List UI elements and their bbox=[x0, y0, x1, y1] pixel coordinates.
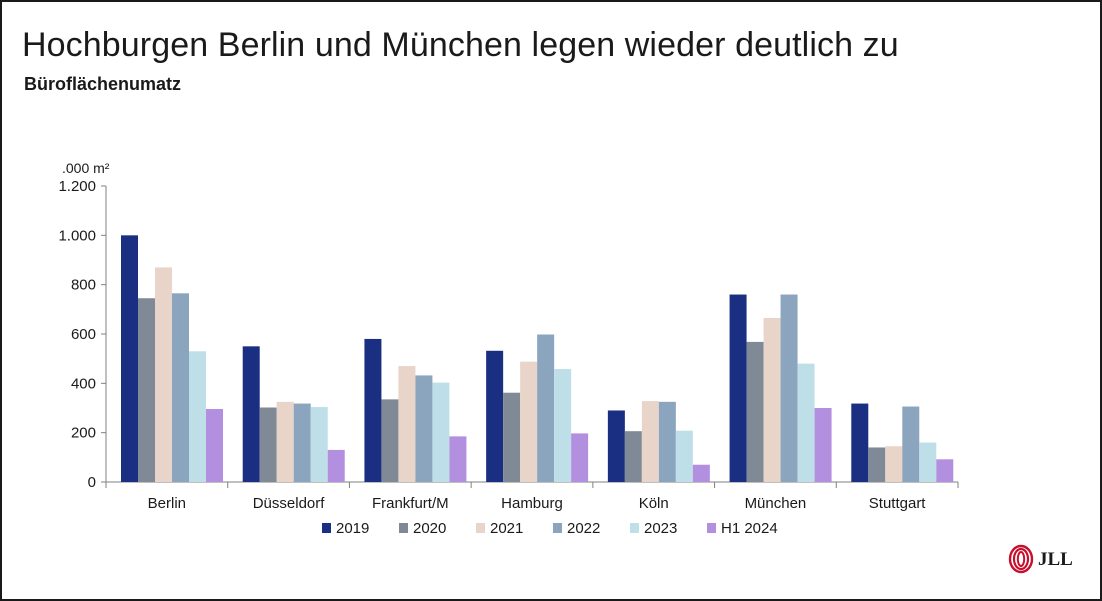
bar-h1-2024-stuttgart bbox=[936, 459, 954, 482]
bar-2021-düsseldorf bbox=[276, 401, 294, 482]
y-tick-label: 800 bbox=[71, 277, 96, 294]
bar-2019-hamburg bbox=[486, 350, 504, 482]
bar-2020-stuttgart bbox=[868, 447, 886, 482]
bar-2020-frankfurt/m bbox=[381, 399, 399, 482]
bar-2020-köln bbox=[624, 431, 642, 482]
bar-h1-2024-münchen bbox=[814, 408, 832, 482]
bar-2019-frankfurt/m bbox=[364, 338, 382, 482]
x-category-label: Frankfurt/M bbox=[372, 495, 449, 512]
bar-2019-köln bbox=[607, 410, 625, 482]
legend-label: 2021 bbox=[490, 520, 523, 537]
bar-2019-stuttgart bbox=[851, 403, 869, 482]
bar-2021-köln bbox=[641, 401, 659, 482]
legend-swatch bbox=[630, 523, 639, 533]
bar-h1-2024-hamburg bbox=[571, 433, 589, 482]
y-tick-label: 1.000 bbox=[58, 227, 96, 244]
bar-2022-hamburg bbox=[537, 334, 555, 482]
bar-2022-stuttgart bbox=[902, 406, 920, 482]
x-category-label: Düsseldorf bbox=[253, 495, 326, 512]
legend-swatch bbox=[322, 523, 331, 533]
legend-label: H1 2024 bbox=[721, 520, 778, 537]
bar-h1-2024-düsseldorf bbox=[327, 449, 345, 482]
legend-label: 2019 bbox=[336, 520, 369, 537]
bar-2022-köln bbox=[658, 401, 676, 482]
legend-label: 2023 bbox=[644, 520, 677, 537]
bar-2021-münchen bbox=[763, 317, 781, 482]
y-tick-label: 0 bbox=[88, 474, 96, 491]
y-axis-unit-label: .000 m² bbox=[62, 160, 110, 176]
bar-2023-hamburg bbox=[554, 369, 572, 482]
x-category-label: Hamburg bbox=[501, 495, 563, 512]
bar-2020-hamburg bbox=[503, 392, 521, 482]
bar-2023-münchen bbox=[797, 363, 815, 482]
bar-2019-berlin bbox=[121, 235, 138, 482]
bar-2022-berlin bbox=[172, 293, 189, 482]
bar-2021-hamburg bbox=[520, 361, 538, 482]
bar-2023-düsseldorf bbox=[310, 407, 328, 482]
bar-2020-berlin bbox=[138, 298, 155, 482]
bar-h1-2024-frankfurt/m bbox=[449, 436, 467, 482]
bar-2023-köln bbox=[675, 430, 693, 482]
bar-2019-düsseldorf bbox=[242, 346, 260, 482]
bar-2022-frankfurt/m bbox=[415, 375, 433, 482]
jll-logo: JLL bbox=[1008, 544, 1078, 576]
jll-logo-text: JLL bbox=[1038, 549, 1073, 570]
legend-swatch bbox=[399, 523, 408, 533]
bar-h1-2024-berlin bbox=[206, 408, 223, 482]
bar-2021-frankfurt/m bbox=[398, 366, 416, 482]
bar-h1-2024-köln bbox=[692, 464, 710, 482]
bar-2021-stuttgart bbox=[885, 446, 903, 482]
jll-flame-logo-icon bbox=[1008, 544, 1034, 574]
legend-swatch bbox=[553, 523, 562, 533]
bar-2023-frankfurt/m bbox=[432, 382, 450, 482]
legend-label: 2020 bbox=[413, 520, 446, 537]
y-tick-label: 600 bbox=[71, 326, 96, 343]
legend-swatch bbox=[707, 523, 716, 533]
legend-label: 2022 bbox=[567, 520, 600, 537]
bar-2023-stuttgart bbox=[919, 442, 937, 482]
y-tick-label: 1.200 bbox=[58, 178, 96, 195]
bar-2020-düsseldorf bbox=[259, 407, 277, 482]
x-category-label: Stuttgart bbox=[869, 495, 927, 512]
x-category-label: München bbox=[745, 495, 807, 512]
slide-title: Hochburgen Berlin und München legen wied… bbox=[22, 26, 899, 64]
x-category-label: Köln bbox=[639, 495, 669, 512]
slide-subtitle: Büroflächenumatz bbox=[24, 74, 182, 94]
bar-2022-münchen bbox=[780, 294, 798, 482]
bar-2022-düsseldorf bbox=[293, 403, 311, 482]
bar-2023-berlin bbox=[189, 351, 206, 482]
x-category-label: Berlin bbox=[148, 495, 186, 512]
bar-2020-münchen bbox=[746, 341, 764, 482]
y-tick-label: 200 bbox=[71, 425, 96, 442]
bar-2021-berlin bbox=[155, 267, 172, 482]
legend-swatch bbox=[476, 523, 485, 533]
bar-2019-münchen bbox=[729, 294, 747, 482]
y-tick-label: 400 bbox=[71, 375, 96, 392]
